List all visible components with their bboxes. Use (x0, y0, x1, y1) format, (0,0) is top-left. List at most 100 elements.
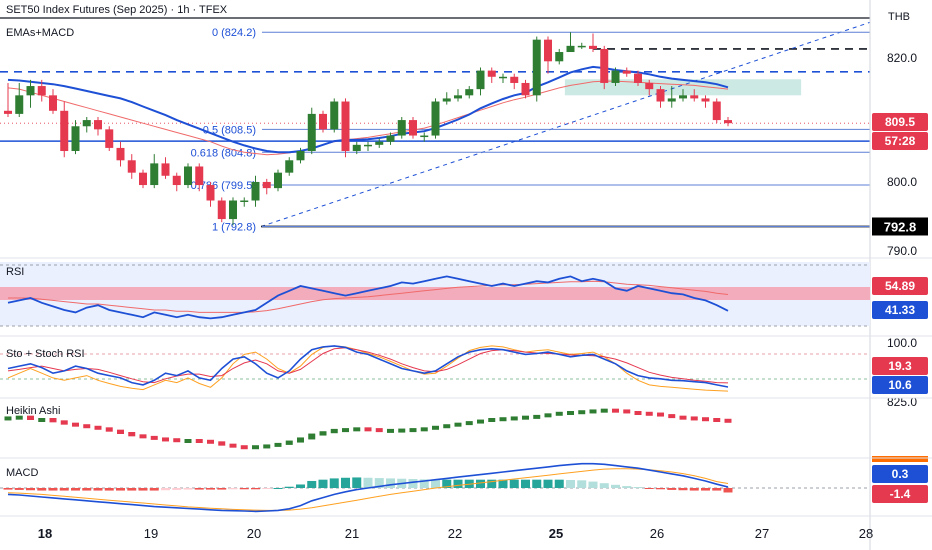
macd-histogram-bar (273, 488, 283, 489)
macd-histogram-bar (374, 478, 384, 488)
heikin-ashi-candle (218, 441, 226, 446)
time-tick: 22 (448, 526, 462, 541)
candle-body (217, 200, 226, 220)
macd-histogram-bar (341, 477, 350, 488)
heikin-ashi-candle (623, 409, 631, 414)
macd-histogram-bar (678, 488, 688, 491)
macd-histogram-bar (599, 483, 609, 488)
heikin-ashi-candle (612, 408, 619, 413)
heikin-ashi-candle (364, 427, 372, 432)
candle-body (307, 113, 316, 152)
macd-histogram-bar (656, 488, 665, 490)
macd-histogram-bar (521, 479, 530, 488)
candle-body (251, 181, 260, 201)
macd-histogram-bar (509, 479, 519, 488)
heikin-ashi-candle (150, 435, 158, 440)
candle-body (634, 73, 642, 83)
candle-body (150, 163, 159, 186)
candle-body (229, 200, 237, 220)
fib-label: 1 (792.8) (212, 221, 256, 233)
candle-body (71, 126, 80, 152)
heikin-ashi-candle (94, 425, 102, 430)
candle-body (431, 101, 440, 136)
stoch-upper-badge-bg (872, 357, 928, 375)
candle-body (94, 120, 102, 130)
candle-body (285, 160, 294, 173)
candle-body (645, 82, 654, 90)
candle-body (15, 95, 24, 114)
currency-label: THB (888, 11, 910, 23)
time-tick: 26 (650, 526, 664, 541)
candle-body (172, 175, 181, 186)
rsi-line (7, 275, 729, 320)
stoch-lower-badge: 10.6 (888, 378, 912, 392)
heikin-ashi-candle (4, 416, 12, 421)
heikin-ashi-candle (668, 414, 676, 419)
heikin-ashi-candle (184, 439, 192, 443)
heikin-tick: 825.0 (887, 395, 917, 409)
macd-histogram-bar (104, 488, 114, 491)
heikin-ashi-candle (319, 431, 327, 436)
macd-histogram-bar (487, 479, 497, 488)
macd-histogram-bar (284, 486, 294, 488)
heikin-ashi-candle (488, 418, 496, 422)
candle-body (105, 129, 114, 148)
last-price-badge: 809.5 (885, 115, 915, 129)
heikin-ashi-candle (724, 418, 732, 423)
candle-body (116, 147, 125, 161)
heikin-ashi-candle (645, 411, 653, 416)
stoch-k-line (7, 345, 729, 388)
heikin-ashi-candle (589, 409, 597, 414)
candle-body (195, 166, 204, 186)
ema-legend: EMAs+MACD (6, 27, 74, 39)
macd-histogram-bar (307, 480, 317, 488)
candle-body (487, 70, 496, 77)
heikin-ashi-candle (634, 411, 642, 415)
time-tick: 21 (345, 526, 359, 541)
heikin-ashi-candle (398, 428, 406, 433)
fib-label: 0 (824.2) (212, 27, 256, 39)
heikin-ashi-candle (342, 428, 349, 433)
candle-body (499, 76, 507, 79)
last-price-badge-bg (872, 113, 928, 131)
rsi-legend: RSI (6, 266, 24, 278)
macd-upper-badge: 0.3 (892, 467, 909, 481)
macd-histogram-bar (577, 480, 587, 488)
candle-body (397, 120, 406, 136)
candle-body (206, 185, 215, 201)
candle-body (127, 160, 136, 173)
candle-body (690, 95, 699, 99)
candle-body (566, 45, 575, 53)
macd-histogram-bar (622, 486, 632, 488)
macd-histogram-bar (318, 479, 328, 488)
candle-body (26, 86, 35, 96)
heikin-ashi-candle (555, 411, 563, 416)
macd-histogram-bar (633, 487, 643, 489)
macd-histogram-bar (386, 478, 395, 488)
candle-body (589, 45, 597, 49)
candle-body (341, 101, 350, 152)
rsi-lower-badge: 41.33 (885, 303, 915, 317)
heikin-ashi-candle (229, 443, 237, 448)
candle-body (701, 98, 710, 102)
candle-body (544, 39, 552, 62)
macd-histogram-bar (723, 488, 733, 493)
candle-body (712, 101, 721, 121)
heikin-ashi-candle (522, 415, 529, 420)
time-tick: 25 (549, 526, 563, 541)
price-tick: 800.0 (887, 175, 917, 189)
candle-body (409, 120, 417, 136)
macd-histogram-bar (217, 488, 227, 490)
heikin-ashi-candle (713, 418, 721, 422)
macd-histogram-bar (532, 479, 542, 488)
heikin-ashi-candle (600, 408, 608, 413)
stoch-tick: 100.0 (887, 336, 917, 350)
heikin-ashi-candle (544, 413, 552, 418)
heikin-ashi-candle (533, 414, 541, 419)
candle-body (262, 181, 271, 189)
macd-histogram-bar (408, 479, 418, 488)
candle-body (37, 86, 46, 96)
macd-histogram-bar (554, 479, 564, 488)
time-tick: 19 (144, 526, 158, 541)
